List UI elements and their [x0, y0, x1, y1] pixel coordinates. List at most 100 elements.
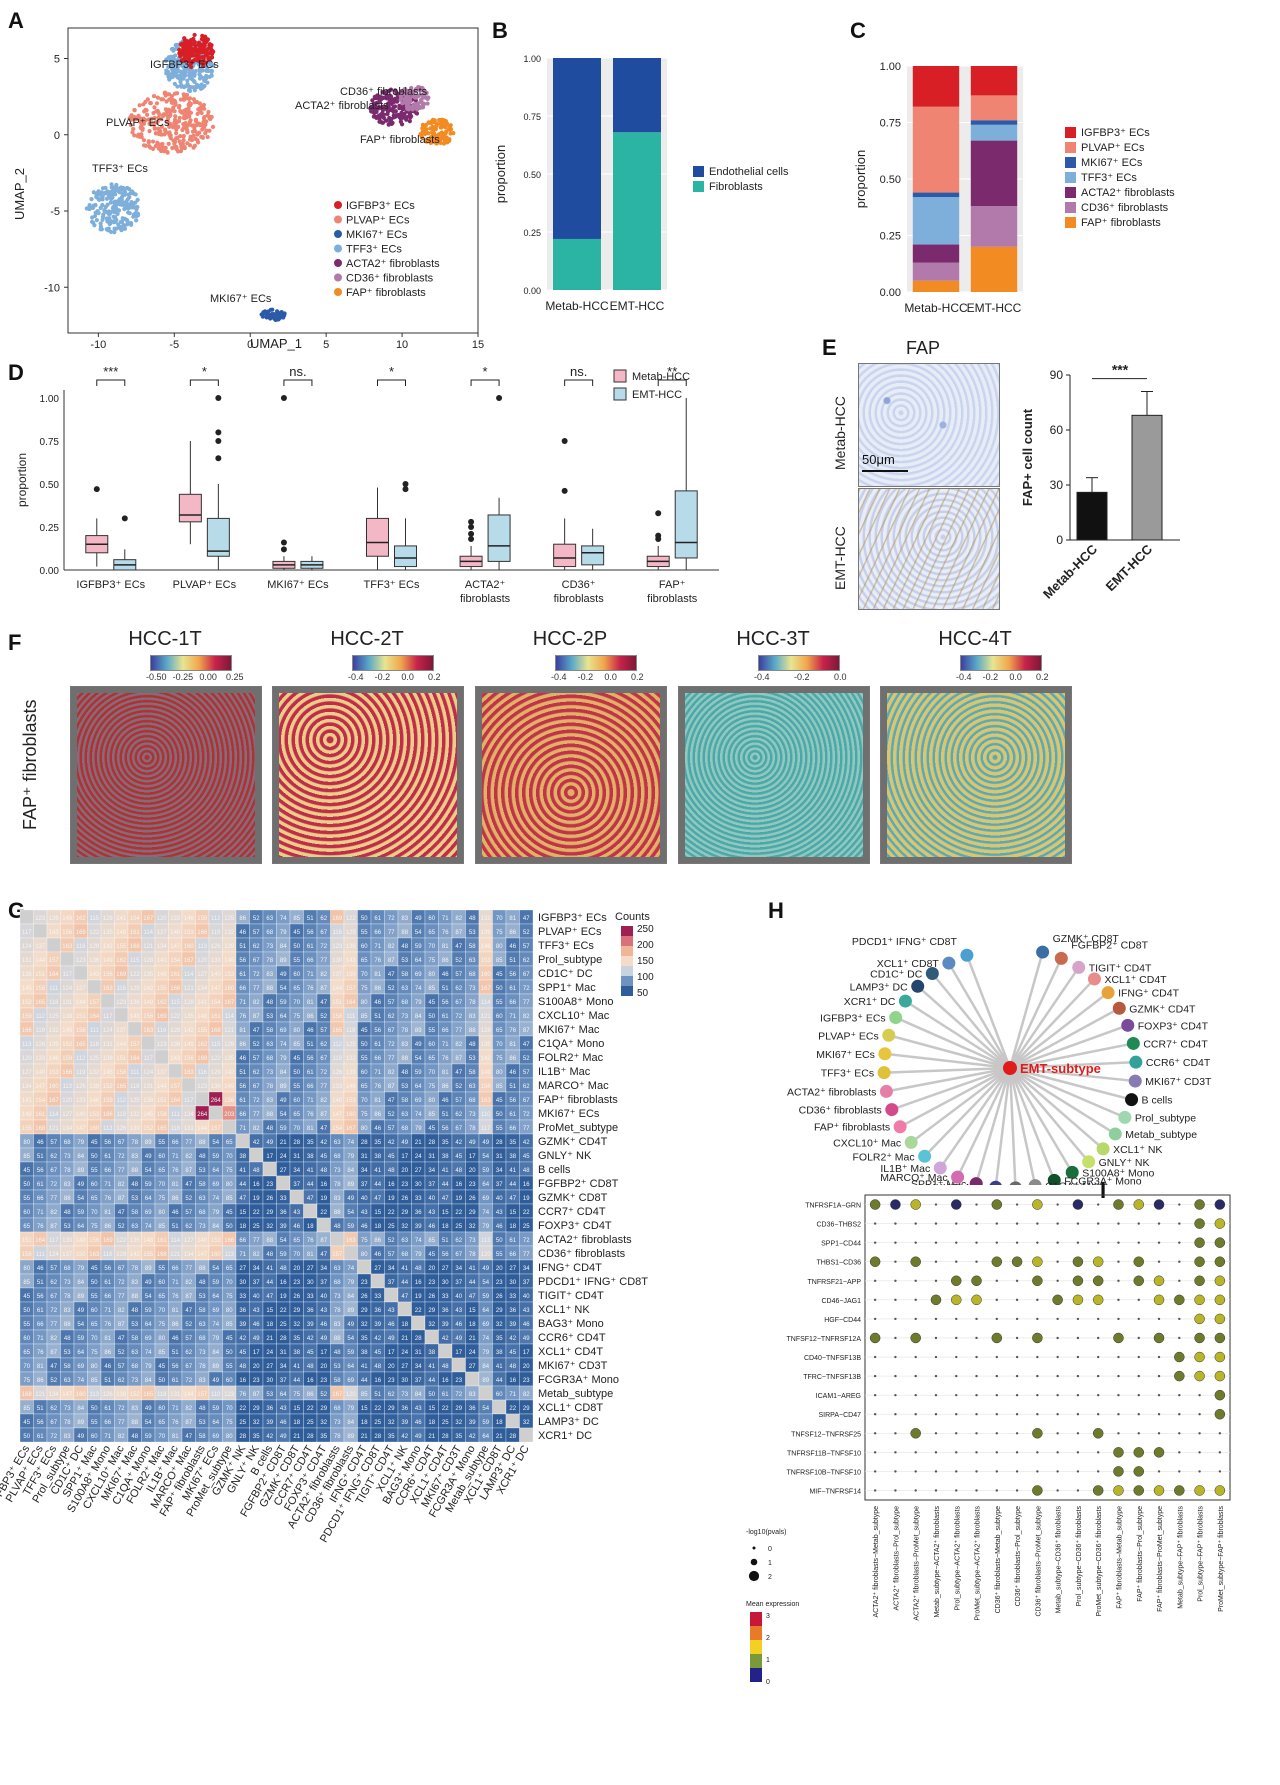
heatmap-value: 120 — [197, 958, 208, 964]
heatmap-value: 123 — [35, 916, 46, 922]
umap-point — [207, 116, 212, 121]
heatmap-value: 155 — [143, 1252, 154, 1258]
colorbar-tick: 0.2 — [631, 672, 644, 682]
heatmap-value: 46 — [293, 1224, 300, 1230]
heatmap-value: 31 — [293, 1154, 300, 1160]
box-outlier — [280, 546, 287, 553]
heatmap-value: 79 — [77, 1140, 84, 1146]
colorbar-tick: -0.2 — [374, 672, 391, 682]
heatmap-value: 134 — [184, 1252, 195, 1258]
heatmap-value: 51 — [509, 958, 516, 964]
dotplot-dot — [1137, 1432, 1140, 1435]
umap-point — [376, 113, 382, 118]
heatmap-value: 22 — [509, 1406, 516, 1412]
ihc-image-emt — [858, 488, 1000, 610]
umap-point — [199, 82, 204, 87]
heatmap-value: 84 — [280, 1070, 287, 1076]
dotplot-dot — [1076, 1374, 1080, 1378]
heatmap-value: 22 — [374, 1406, 381, 1412]
boxplot-chart-d: 0.000.250.500.751.00proportion***IGFBP3⁺… — [15, 364, 719, 605]
dotplot-dot — [1214, 1351, 1226, 1363]
heatmap-value: 156 — [62, 930, 73, 936]
umap-point — [167, 97, 172, 102]
heatmap-value: 60 — [428, 916, 435, 922]
legend-label: ACTA2⁺ fibroblasts — [346, 258, 440, 270]
legend-label: EMT-HCC — [632, 389, 682, 401]
heatmap-value: 28 — [280, 1336, 287, 1342]
umap-point — [448, 127, 454, 132]
heatmap-value: 87 — [455, 930, 462, 936]
x-tick-label: fibroblasts — [647, 593, 698, 605]
heatmap-value: 17 — [455, 1350, 462, 1356]
heatmap-cell — [478, 1385, 493, 1401]
heatmap-value: 84 — [77, 1406, 84, 1412]
dotplot-dot — [1194, 1313, 1205, 1325]
heatmap-value: 128 — [224, 1042, 235, 1048]
heatmap-value: 26 — [469, 1196, 476, 1202]
dotplot-dot — [873, 1374, 877, 1378]
heatmap-value: 25 — [388, 1224, 395, 1230]
heatmap-value: 74 — [482, 1336, 489, 1342]
cluster-annotation: IGFBP3⁺ ECs — [150, 59, 219, 71]
dotplot-dot — [955, 1336, 958, 1340]
network-node-label: B cells — [1142, 1095, 1173, 1107]
heatmap-value: 41 — [469, 1266, 476, 1272]
heatmap-value: 124 — [103, 1028, 114, 1034]
heatmap-value: 126 — [103, 1392, 114, 1398]
heatmap-value: 82 — [320, 1098, 327, 1104]
dotplot-dot — [1137, 1222, 1140, 1225]
box-outlier — [93, 486, 100, 493]
heatmap-value: 133 — [76, 1098, 87, 1104]
heatmap-value: 41 — [428, 1364, 435, 1370]
heatmap-value: 48 — [280, 1266, 287, 1272]
heatmap-value: 32 — [496, 1322, 503, 1328]
heatmap-value: 84 — [77, 1280, 84, 1286]
heatmap-value: 22 — [415, 1308, 422, 1314]
dotplot-dot — [869, 1332, 881, 1344]
umap-point — [159, 142, 164, 147]
spatial-tissue-image — [272, 686, 464, 864]
heatmap-value: 65 — [158, 1294, 165, 1300]
umap-point — [191, 70, 196, 75]
y-tick-label: 0.00 — [523, 286, 541, 296]
legend-tick: 150 — [637, 956, 654, 967]
heatmap-value: 60 — [158, 1154, 165, 1160]
heatmap-value: 61 — [104, 1406, 111, 1412]
x-tick-label: 5 — [323, 339, 329, 350]
heatmap-value: 53 — [199, 1168, 206, 1174]
umap-point — [185, 130, 190, 135]
heatmap-value: 136 — [49, 916, 60, 922]
dotplot-dot — [873, 1298, 877, 1302]
heatmap-row-label: MKI67⁺ CD3T — [538, 1360, 608, 1372]
heatmap-value: 159 — [62, 1056, 73, 1062]
umap-point — [395, 91, 400, 96]
heatmap-value: 65 — [158, 1168, 165, 1174]
network-node-label: CXCL10⁺ Mac — [833, 1137, 901, 1149]
network-node-label: CCR7⁺ CD4T — [1143, 1038, 1208, 1050]
dotplot-dot — [1056, 1317, 1059, 1321]
dotplot-dot — [1137, 1298, 1140, 1302]
heatmap-value: 54 — [77, 1322, 84, 1328]
dotplot-dot — [1157, 1317, 1161, 1321]
heatmap-value: 41 — [509, 1168, 516, 1174]
dotplot-row-label: HGF−CD44 — [824, 1317, 861, 1324]
heatmap-value: 59 — [415, 1070, 422, 1076]
x-tick-label: Metab-HCC — [545, 299, 609, 313]
dotplot-dot — [955, 1393, 958, 1397]
sig-label: ns. — [570, 364, 587, 379]
umap-point — [393, 88, 398, 93]
heatmap-value: 151 — [76, 1014, 87, 1020]
heatmap-value: 47 — [239, 1196, 246, 1202]
heatmap-value: 140 — [35, 1070, 46, 1076]
umap-point — [390, 120, 395, 125]
panel-label-f: F — [8, 630, 22, 655]
y-tick-label: 0.25 — [880, 231, 901, 243]
heatmap-value: 79 — [347, 1154, 354, 1160]
heatmap-value: 54 — [77, 1196, 84, 1202]
heatmap-value: 46 — [388, 1322, 395, 1328]
heatmap-value: 43 — [253, 1308, 260, 1314]
heatmap-value: 64 — [415, 1084, 422, 1090]
network-center-label: EMT-subtype — [1020, 1061, 1101, 1076]
heatmap-value: 81 — [307, 1000, 314, 1006]
heatmap-value: 50 — [226, 1224, 233, 1230]
